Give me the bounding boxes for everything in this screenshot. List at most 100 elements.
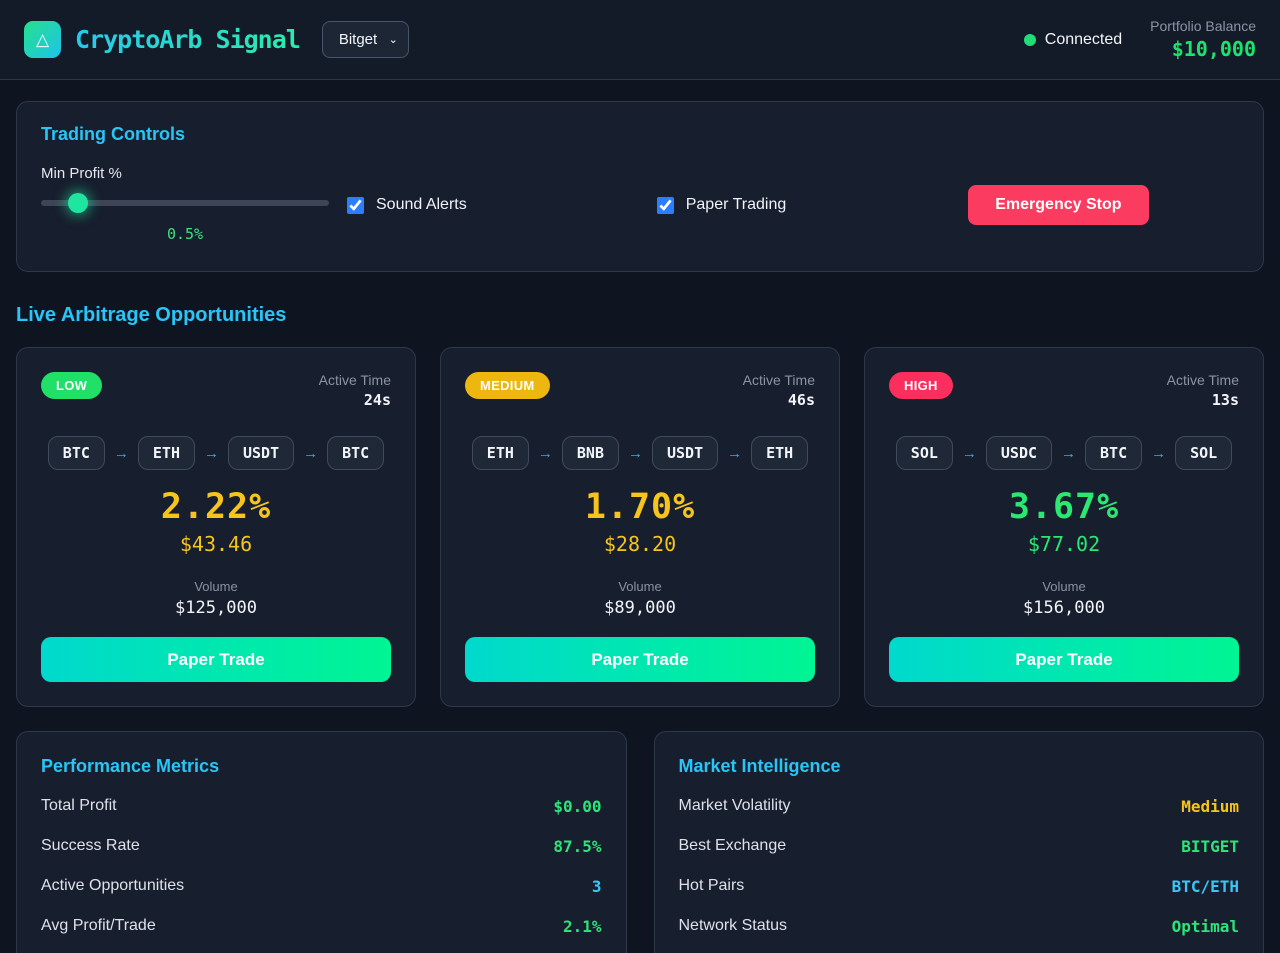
min-profit-label: Min Profit % xyxy=(41,165,122,182)
paper-trading-checkbox[interactable] xyxy=(656,196,674,214)
profit-usd: $77.02 xyxy=(1027,532,1101,556)
exchange-select-wrap: Bitget ⌄ xyxy=(321,21,409,58)
arbitrage-path: ETH → BNB → USDT → ETH xyxy=(465,436,815,470)
volume-label: Volume xyxy=(194,579,238,594)
paper-trade-button[interactable]: Paper Trade xyxy=(41,637,391,682)
active-time: Active Time 13s xyxy=(1167,372,1239,409)
coin-chip: SOL xyxy=(895,436,953,470)
trading-controls-panel: Trading Controls Min Profit % 0.5% Sound… xyxy=(16,101,1264,272)
arrow-right-icon: → xyxy=(627,444,643,462)
coin-chip: BTC xyxy=(327,436,385,470)
paper-trading-label: Paper Trading xyxy=(685,196,787,213)
performance-metrics-title: Performance Metrics xyxy=(41,756,220,776)
arrow-right-icon: → xyxy=(727,444,743,462)
opportunity-cards: LOW Active Time 24s BTC → ETH → USDT → B… xyxy=(16,347,1264,707)
volume-value: $89,000 xyxy=(604,598,676,618)
paper-trade-button[interactable]: Paper Trade xyxy=(889,637,1239,682)
active-time-label: Active Time xyxy=(1166,372,1239,388)
coin-chip: ETH xyxy=(137,436,195,470)
volume-label: Volume xyxy=(618,579,662,594)
opportunity-card-medium: MEDIUM Active Time 46s ETH → BNB → USDT … xyxy=(440,347,840,707)
market-intelligence-title: Market Intelligence xyxy=(678,756,841,776)
coin-chip: USDT xyxy=(651,436,719,470)
metric-row-hot-pairs: Hot Pairs BTC/ETH xyxy=(679,866,1240,906)
arrow-right-icon: → xyxy=(537,444,553,462)
min-profit-group: Min Profit % 0.5% xyxy=(41,165,329,243)
metric-row-total-profit: Total Profit $0.00 xyxy=(41,786,602,826)
metric-label: Hot Pairs xyxy=(678,877,745,894)
arbitrage-path: SOL → USDC → BTC → SOL xyxy=(889,436,1239,470)
risk-badge: LOW xyxy=(41,372,103,399)
exchange-select[interactable]: Bitget xyxy=(321,21,409,58)
metric-label: Market Volatility xyxy=(678,797,791,814)
card-top: LOW Active Time 24s xyxy=(41,372,391,409)
metric-value: Optimal xyxy=(1171,916,1239,936)
opportunity-card-low: LOW Active Time 24s BTC → ETH → USDT → B… xyxy=(16,347,416,707)
metric-label: Success Rate xyxy=(41,837,140,854)
arrow-right-icon: → xyxy=(203,444,219,462)
risk-badge: HIGH xyxy=(889,372,953,399)
metric-row-avg-profit: Avg Profit/Trade 2.1% xyxy=(41,906,602,946)
metric-value: 87.5% xyxy=(553,836,602,856)
metric-row-success-rate: Success Rate 87.5% xyxy=(41,826,602,866)
risk-badge: MEDIUM xyxy=(465,372,550,399)
performance-metrics-panel: Performance Metrics Total Profit $0.00 S… xyxy=(16,731,627,953)
sound-alerts-checkbox[interactable] xyxy=(347,196,364,214)
coin-chip: BTC xyxy=(47,436,105,470)
metric-value: 2.1% xyxy=(562,916,602,936)
paper-trade-button[interactable]: Paper Trade xyxy=(465,637,815,682)
metric-row-market-volatility: Market Volatility Medium xyxy=(679,786,1240,826)
profit-percent: 3.67% xyxy=(1008,487,1120,527)
connection-status-label: Connected xyxy=(1044,30,1123,48)
market-intelligence-panel: Market Intelligence Market Volatility Me… xyxy=(653,731,1264,953)
metric-value: $0.00 xyxy=(553,796,602,816)
paper-trading-group: Paper Trading xyxy=(656,196,787,214)
coin-chip: ETH xyxy=(471,436,529,470)
metric-value: 3 xyxy=(591,876,602,896)
coin-chip: USDC xyxy=(985,436,1053,470)
active-time-label: Active Time xyxy=(742,372,815,388)
metric-row-network-status: Network Status Optimal xyxy=(679,906,1240,946)
metric-value: BTC/ETH xyxy=(1171,876,1239,896)
active-time-value: 13s xyxy=(1211,391,1239,409)
portfolio-balance-label: Portfolio Balance xyxy=(1150,18,1256,34)
performance-metric-rows: Total Profit $0.00 Success Rate 87.5% Ac… xyxy=(41,786,602,946)
market-metric-rows: Market Volatility Medium Best Exchange B… xyxy=(679,786,1240,946)
card-top: HIGH Active Time 13s xyxy=(889,372,1239,409)
volume-value: $156,000 xyxy=(1023,598,1105,618)
emergency-stop-button[interactable]: Emergency Stop xyxy=(968,185,1149,225)
profit-usd: $28.20 xyxy=(603,532,677,556)
arbitrage-path: BTC → ETH → USDT → BTC xyxy=(41,436,391,470)
sound-alerts-group: Sound Alerts xyxy=(347,196,467,214)
metric-value: Medium xyxy=(1181,796,1239,816)
app-logo: △ xyxy=(24,21,61,58)
volume-value: $125,000 xyxy=(175,598,257,618)
active-time-label: Active Time xyxy=(318,372,391,388)
active-time-value: 46s xyxy=(787,391,815,409)
active-time: Active Time 24s xyxy=(319,372,391,409)
metric-label: Total Profit xyxy=(41,797,117,814)
coin-chip: USDT xyxy=(227,436,295,470)
volume-label: Volume xyxy=(1042,579,1086,594)
metric-label: Best Exchange xyxy=(678,837,787,854)
arrow-right-icon: → xyxy=(113,444,129,462)
arrow-right-icon: → xyxy=(1061,444,1077,462)
active-time: Active Time 46s xyxy=(743,372,815,409)
arrow-right-icon: → xyxy=(961,444,977,462)
app-header: △ CryptoArb Signal Bitget ⌄ Connected Po… xyxy=(0,0,1280,80)
coin-chip: ETH xyxy=(751,436,809,470)
opportunities-section-title: Live Arbitrage Opportunities xyxy=(16,304,287,326)
portfolio-balance: Portfolio Balance $10,000 xyxy=(1150,18,1256,61)
metric-value: BITGET xyxy=(1181,836,1239,856)
coin-chip: BNB xyxy=(561,436,619,470)
metric-row-best-exchange: Best Exchange BITGET xyxy=(679,826,1240,866)
profit-percent: 2.22% xyxy=(160,487,272,527)
trading-controls-title: Trading Controls xyxy=(41,124,185,144)
metric-label: Avg Profit/Trade xyxy=(41,917,156,934)
min-profit-slider[interactable] xyxy=(41,200,329,206)
portfolio-balance-value: $10,000 xyxy=(1171,37,1256,61)
metrics-row: Performance Metrics Total Profit $0.00 S… xyxy=(16,731,1264,953)
min-profit-value: 0.5% xyxy=(166,225,204,243)
profit-percent: 1.70% xyxy=(584,487,696,527)
coin-chip: SOL xyxy=(1175,436,1233,470)
